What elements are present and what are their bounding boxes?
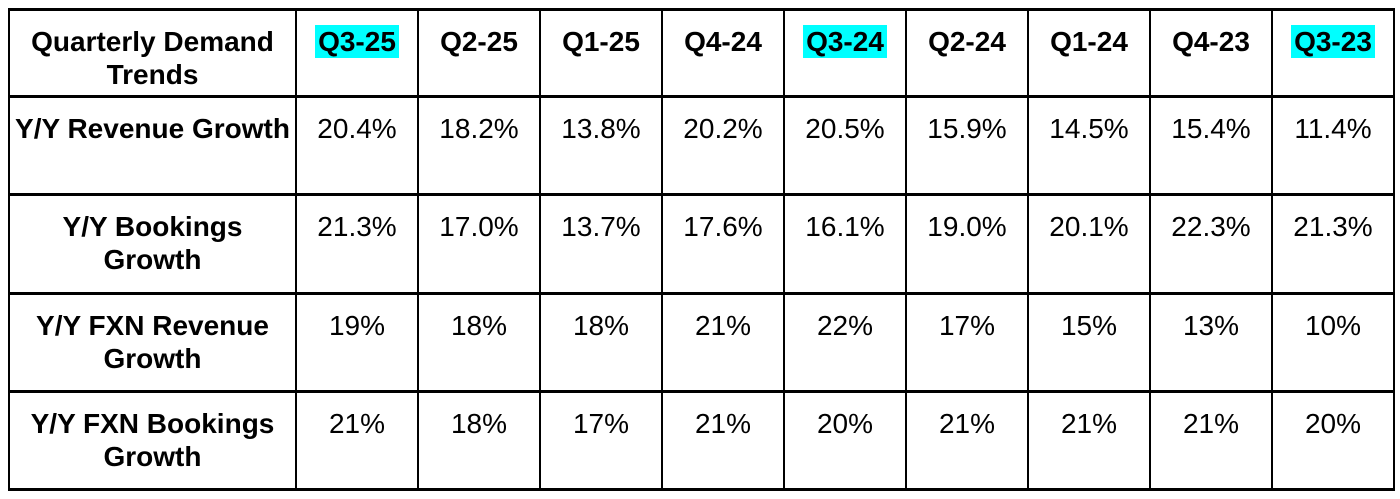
data-cell: 21% [905,389,1029,492]
data-cell: 21.3% [295,193,419,295]
data-cell: 22% [783,291,907,393]
data-cell: 20.1% [1027,193,1151,295]
column-header-q1-25: Q1-25 [539,7,663,99]
quarter-label: Q2-25 [440,26,518,57]
data-cell: 13% [1149,291,1273,393]
row-label: Y/Y Bookings Growth [8,193,297,295]
data-cell: 13.7% [539,193,663,295]
data-cell: 14.5% [1027,95,1151,197]
row-label: Y/Y FXN Revenue Growth [8,291,297,393]
quarter-highlight: Q3-23 [1291,25,1375,59]
data-cell: 11.4% [1271,95,1395,197]
table-row-fxn-bookings-growth: Y/Y FXN Bookings Growth 21% 18% 17% 21% … [8,389,1395,492]
data-cell: 17.0% [417,193,541,295]
data-cell: 19% [295,291,419,393]
data-cell: 21% [295,389,419,492]
data-cell: 21% [1027,389,1151,492]
data-cell: 18% [539,291,663,393]
data-cell: 20.2% [661,95,785,197]
column-header-q2-24: Q2-24 [905,7,1029,99]
data-cell: 15% [1027,291,1151,393]
data-cell: 18% [417,291,541,393]
quarter-label: Q2-24 [928,26,1006,57]
quarter-label: Q1-25 [562,26,640,57]
data-cell: 16.1% [783,193,907,295]
data-cell: 10% [1271,291,1395,393]
table-title: Quarterly Demand Trends [8,7,297,99]
row-label: Y/Y Revenue Growth [8,95,297,197]
table-row-fxn-revenue-growth: Y/Y FXN Revenue Growth 19% 18% 18% 21% 2… [8,291,1395,393]
data-cell: 21% [1149,389,1273,492]
column-header-q3-25: Q3-25 [295,7,419,99]
data-cell: 22.3% [1149,193,1273,295]
table-row-revenue-growth: Y/Y Revenue Growth 20.4% 18.2% 13.8% 20.… [8,95,1395,197]
row-label: Y/Y FXN Bookings Growth [8,389,297,492]
data-cell: 19.0% [905,193,1029,295]
quarter-label: Q1-24 [1050,26,1128,57]
column-header-q3-23: Q3-23 [1271,7,1395,99]
data-cell: 21% [661,291,785,393]
table-row-bookings-growth: Y/Y Bookings Growth 21.3% 17.0% 13.7% 17… [8,193,1395,295]
column-header-q3-24: Q3-24 [783,7,907,99]
data-cell: 13.8% [539,95,663,197]
quarter-label: Q4-24 [684,26,762,57]
data-cell: 15.9% [905,95,1029,197]
data-cell: 17.6% [661,193,785,295]
data-cell: 20% [1271,389,1395,492]
data-cell: 20.4% [295,95,419,197]
data-cell: 20.5% [783,95,907,197]
data-cell: 21.3% [1271,193,1395,295]
table-header-row: Quarterly Demand Trends Q3-25 Q2-25 Q1-2… [8,7,1395,99]
quarter-highlight: Q3-24 [803,25,887,59]
data-cell: 15.4% [1149,95,1273,197]
quarterly-demand-table: Quarterly Demand Trends Q3-25 Q2-25 Q1-2… [8,7,1395,492]
quarter-highlight: Q3-25 [315,25,399,59]
data-cell: 17% [905,291,1029,393]
data-cell: 17% [539,389,663,492]
data-cell: 18.2% [417,95,541,197]
column-header-q1-24: Q1-24 [1027,7,1151,99]
column-header-q4-23: Q4-23 [1149,7,1273,99]
column-header-q2-25: Q2-25 [417,7,541,99]
data-cell: 21% [661,389,785,492]
column-header-q4-24: Q4-24 [661,7,785,99]
data-cell: 18% [417,389,541,492]
quarter-label: Q4-23 [1172,26,1250,57]
data-cell: 20% [783,389,907,492]
